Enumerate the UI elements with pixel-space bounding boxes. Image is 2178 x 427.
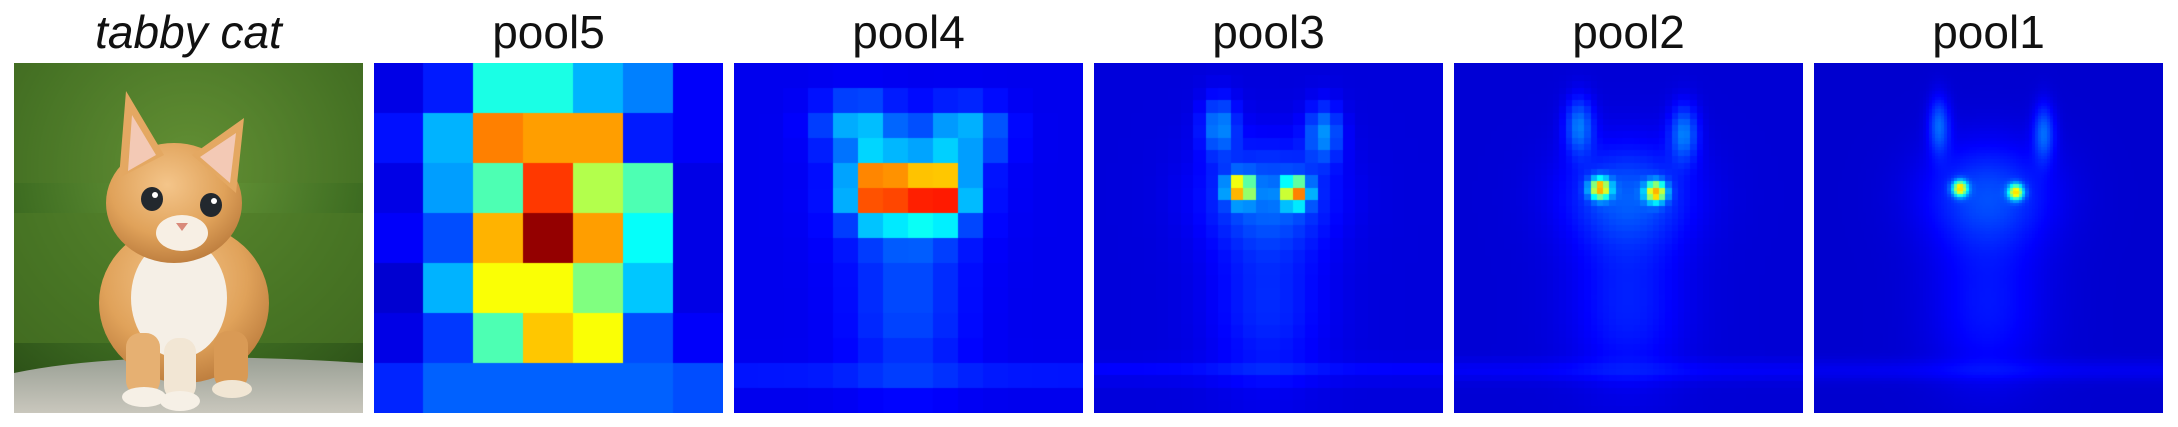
panel-title: tabby cat — [95, 6, 282, 58]
panel-tabby-cat: tabby cat — [14, 0, 363, 427]
panel-pool1: pool1 — [1814, 0, 2163, 427]
panel-pool3: pool3 — [1094, 0, 1443, 427]
pool1-heatmap — [1814, 63, 2163, 413]
cat-photo — [14, 63, 363, 413]
panel-pool2: pool2 — [1454, 0, 1803, 427]
panel-title: pool4 — [852, 6, 965, 58]
panel-title: pool1 — [1932, 6, 2045, 58]
panel-title: pool3 — [1212, 6, 1325, 58]
panel-pool4: pool4 — [734, 0, 1083, 427]
panel-title: pool5 — [492, 6, 605, 58]
pool4-heatmap — [734, 63, 1083, 413]
panel-pool5: pool5 — [374, 0, 723, 427]
pool3-heatmap — [1094, 63, 1443, 413]
panel-title: pool2 — [1572, 6, 1685, 58]
pool2-heatmap — [1454, 63, 1803, 413]
pool5-heatmap — [374, 63, 723, 413]
